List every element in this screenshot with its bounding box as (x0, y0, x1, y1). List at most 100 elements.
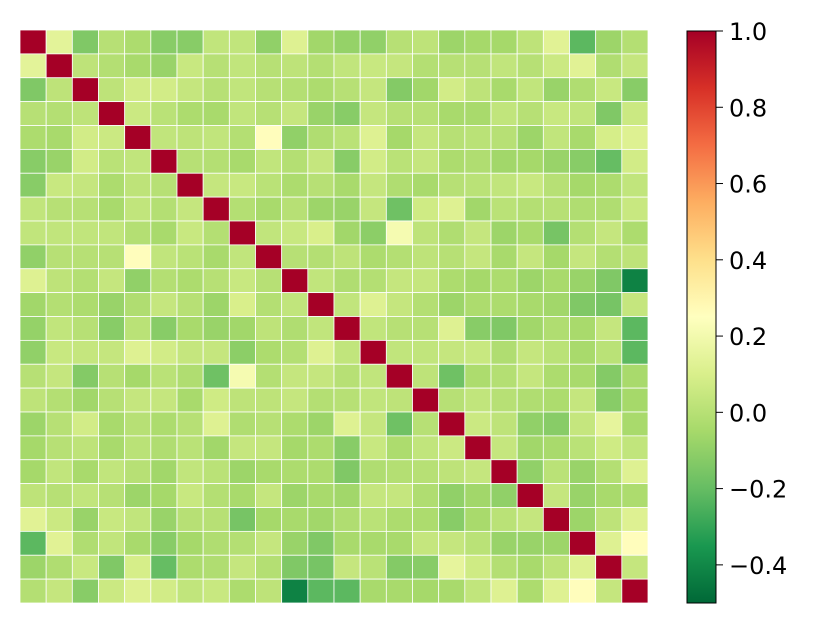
heatmap-cell (255, 77, 283, 103)
heatmap-cell (490, 292, 518, 317)
heatmap-cell (98, 316, 126, 341)
heatmap-cell (438, 316, 466, 341)
heatmap-cell (176, 316, 204, 341)
heatmap-cell (464, 292, 492, 317)
heatmap-cell (71, 101, 99, 126)
heatmap-cell (281, 459, 309, 485)
heatmap-cell (333, 339, 361, 365)
heatmap-cell (281, 435, 309, 461)
heatmap-cell (98, 196, 126, 222)
heatmap-cell (490, 220, 518, 246)
heatmap-cell (228, 578, 256, 604)
heatmap-cell (255, 363, 283, 389)
heatmap-cell (150, 363, 178, 389)
heatmap-cell (385, 411, 413, 437)
heatmap-cell (71, 339, 99, 365)
heatmap-cell (71, 244, 99, 270)
heatmap-cell (150, 172, 178, 198)
heatmap-cell (621, 339, 649, 365)
heatmap-cell (412, 196, 440, 222)
heatmap-cell (19, 268, 47, 294)
heatmap-cell (124, 220, 152, 246)
heatmap-cell (412, 483, 440, 508)
heatmap-cell (569, 483, 597, 508)
heatmap-cell (202, 101, 230, 126)
heatmap-cell (464, 101, 492, 126)
heatmap-cell (490, 507, 518, 532)
heatmap-cell (438, 578, 466, 604)
heatmap-cell (385, 196, 413, 222)
heatmap-cell (464, 411, 492, 437)
heatmap-cell (490, 339, 518, 365)
heatmap-cell (71, 411, 99, 437)
heatmap-cell (307, 268, 335, 294)
heatmap-cell (333, 387, 361, 413)
heatmap-cell (412, 507, 440, 532)
heatmap-cell (385, 339, 413, 365)
heatmap-cell (595, 459, 623, 485)
colorbar-tick-label: 0.6 (729, 171, 767, 199)
heatmap-cell (202, 387, 230, 413)
heatmap-cell (438, 125, 466, 150)
heatmap-cell (542, 483, 570, 508)
heatmap-cell (621, 387, 649, 413)
heatmap-cell (542, 172, 570, 198)
heatmap-cell (307, 292, 335, 317)
heatmap-cell (98, 435, 126, 461)
heatmap-cell (176, 268, 204, 294)
heatmap-cell (464, 148, 492, 174)
heatmap-cell (412, 530, 440, 556)
heatmap-cell (595, 507, 623, 532)
heatmap-cell (621, 530, 649, 556)
heatmap-cell (228, 316, 256, 341)
heatmap-cell (359, 316, 387, 341)
heatmap-cell (71, 292, 99, 317)
heatmap-cell (281, 220, 309, 246)
heatmap-cell (71, 483, 99, 508)
heatmap-cell (542, 220, 570, 246)
heatmap-cell (542, 196, 570, 222)
heatmap-cell (150, 220, 178, 246)
colorbar-ticks: 1.0 0.8 0.6 0.4 0.2 0.0 −0.2 −0.4 (716, 18, 787, 580)
heatmap-cell (359, 578, 387, 604)
heatmap-cell (595, 530, 623, 556)
heatmap-cell (412, 29, 440, 55)
heatmap-cell (19, 578, 47, 604)
heatmap-cell (71, 125, 99, 150)
heatmap-cell (516, 53, 544, 79)
heatmap-cell (438, 268, 466, 294)
heatmap-cell (333, 101, 361, 126)
heatmap-cell (228, 53, 256, 79)
heatmap-cell (255, 483, 283, 508)
heatmap-cell (333, 530, 361, 556)
heatmap-cell (359, 53, 387, 79)
heatmap-cell (542, 339, 570, 365)
heatmap-cell (569, 387, 597, 413)
heatmap-cell (464, 53, 492, 79)
heatmap-cell (333, 435, 361, 461)
heatmap-cell (176, 507, 204, 532)
heatmap-cell (359, 244, 387, 270)
heatmap-cell (516, 316, 544, 341)
heatmap-cell (412, 77, 440, 103)
heatmap-cell (71, 387, 99, 413)
heatmap-cell (124, 148, 152, 174)
heatmap-cell (307, 530, 335, 556)
heatmap-cell (385, 292, 413, 317)
heatmap-cell (45, 292, 73, 317)
heatmap-cell (150, 530, 178, 556)
heatmap-cell (176, 53, 204, 79)
heatmap-cell (621, 29, 649, 55)
heatmap-cell (19, 483, 47, 508)
heatmap-cell (71, 554, 99, 580)
heatmap-cell (228, 125, 256, 150)
heatmap-cell (333, 53, 361, 79)
heatmap-cell (438, 148, 466, 174)
heatmap-cell (569, 554, 597, 580)
heatmap-cell (19, 435, 47, 461)
heatmap-cell (228, 292, 256, 317)
heatmap-cell (569, 101, 597, 126)
heatmap-cell (228, 459, 256, 485)
colorbar-tick-label: 0.2 (729, 323, 767, 351)
